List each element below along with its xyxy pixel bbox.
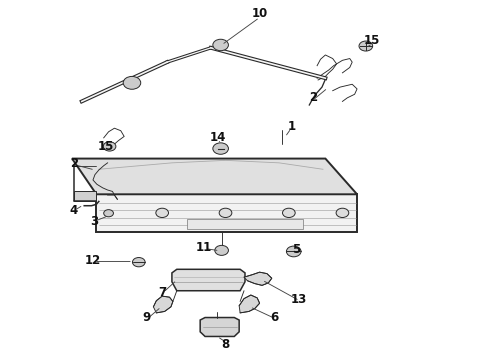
Circle shape [213,143,228,154]
Circle shape [359,41,373,51]
Circle shape [215,246,228,255]
Text: 10: 10 [251,8,268,21]
Text: 5: 5 [292,243,300,256]
Text: 9: 9 [143,311,151,324]
Text: 1: 1 [287,120,295,133]
Text: 11: 11 [196,241,212,255]
Circle shape [132,257,145,267]
Text: 13: 13 [291,293,307,306]
Polygon shape [239,295,260,313]
Circle shape [336,208,349,217]
Polygon shape [153,296,173,313]
Text: 15: 15 [364,34,380,47]
Text: 2: 2 [309,91,317,104]
Polygon shape [244,272,272,285]
Polygon shape [200,318,239,337]
Text: 3: 3 [90,215,98,228]
Circle shape [213,39,228,51]
Text: 15: 15 [98,140,114,153]
Polygon shape [172,269,245,291]
Text: 12: 12 [85,254,101,267]
Circle shape [287,246,301,257]
Text: 4: 4 [70,204,77,217]
Polygon shape [74,191,97,202]
Polygon shape [187,219,303,229]
Text: 8: 8 [221,338,230,351]
Circle shape [219,208,232,217]
Text: 6: 6 [270,311,278,324]
Text: 7: 7 [158,286,166,299]
Circle shape [283,208,295,217]
Circle shape [156,208,169,217]
Text: 2: 2 [71,157,78,170]
Polygon shape [72,158,357,194]
Circle shape [104,210,114,217]
Circle shape [103,142,116,151]
Text: 14: 14 [210,131,226,144]
Circle shape [123,76,141,89]
Polygon shape [97,194,357,232]
